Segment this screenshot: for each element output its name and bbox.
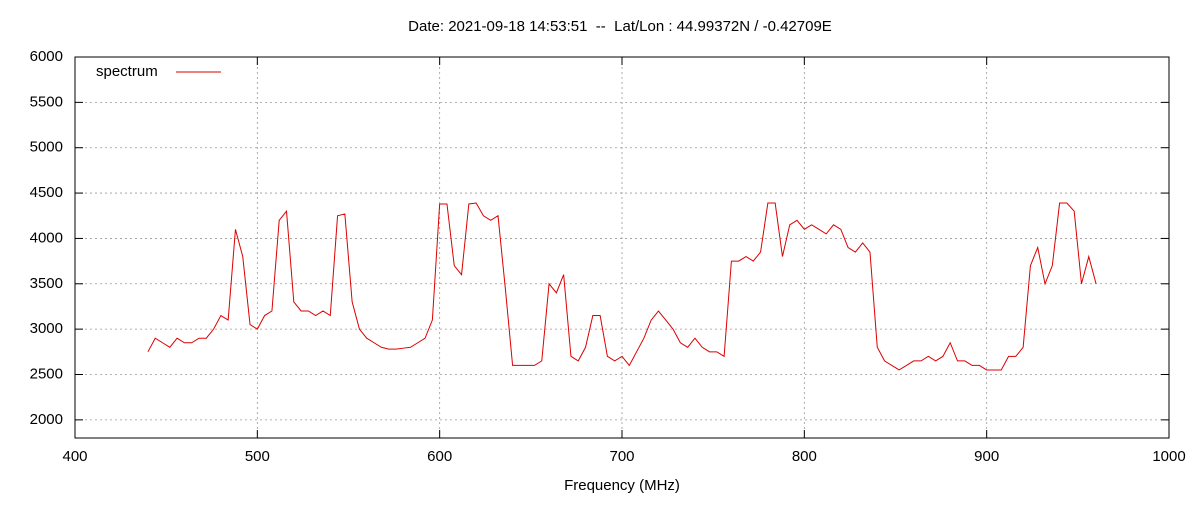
x-tick-label: 600 (427, 448, 452, 465)
y-tick-label: 4000 (30, 229, 63, 246)
y-tick-label: 3000 (30, 320, 63, 337)
y-tick-label: 5500 (30, 93, 63, 110)
plot-frame (74, 56, 1170, 439)
x-tick-label: 900 (974, 448, 999, 465)
x-tick-label: 400 (62, 448, 87, 465)
y-tick-label: 3500 (30, 275, 63, 292)
data-line (147, 202, 1097, 371)
chart-title: Date: 2021-09-18 14:53:51 -- Lat/Lon : 4… (408, 18, 832, 35)
x-tick-label: 500 (245, 448, 270, 465)
y-tick-label: 6000 (30, 48, 63, 65)
y-tick-label: 4500 (30, 184, 63, 201)
y-tick-label: 2500 (30, 365, 63, 382)
x-axis-label: Frequency (MHz) (564, 477, 680, 494)
y-tick-label: 2000 (30, 411, 63, 428)
x-tick-label: 700 (609, 448, 634, 465)
legend-label: spectrum (96, 63, 158, 80)
y-tick-label: 5000 (30, 139, 63, 156)
x-tick-label: 1000 (1152, 448, 1185, 465)
x-tick-label: 800 (792, 448, 817, 465)
